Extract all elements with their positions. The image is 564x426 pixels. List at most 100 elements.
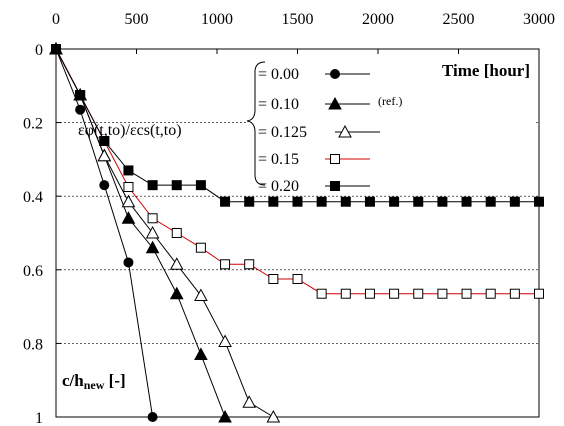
legend-marker-0 <box>330 69 340 79</box>
series-3-point-9 <box>268 274 279 284</box>
legend-background <box>246 54 534 192</box>
series-2-point-7 <box>218 334 232 348</box>
series-2-point-9 <box>266 409 281 423</box>
series-4-point-17 <box>461 196 472 207</box>
series-0 <box>51 44 158 422</box>
series-4-point-8 <box>244 196 255 207</box>
series-0-point-3 <box>123 257 134 268</box>
series-4-point-18 <box>485 196 496 207</box>
legend-ref-note: (ref.) <box>378 94 402 108</box>
x-axis: 0 500 1000 1500 2000 2500 3000 <box>52 11 555 54</box>
series-4-point-19 <box>509 196 520 207</box>
series-3-point-17 <box>461 288 472 299</box>
y-axis-label-sub: new <box>84 378 105 392</box>
series-4-point-3 <box>123 165 134 176</box>
series-4-point-9 <box>268 196 279 207</box>
series-4-point-1 <box>75 90 86 100</box>
series-4-point-15 <box>413 196 424 207</box>
series-3-point-15 <box>413 288 424 299</box>
series-3-point-19 <box>509 288 520 299</box>
series-4-point-20 <box>534 196 544 207</box>
y-axis-label-unit: [-] <box>104 371 125 390</box>
series-3-point-11 <box>316 288 327 299</box>
y-tick-label-3: 0.6 <box>23 263 43 280</box>
legend-label-0: = 0.00 <box>258 66 299 83</box>
series-line-0 <box>55 48 154 418</box>
y-tick-label-4: 0.8 <box>23 336 43 353</box>
series-3-point-10 <box>292 274 303 284</box>
series-4-point-12 <box>340 196 351 207</box>
series-4-point-0 <box>51 44 61 54</box>
legend-label-1: = 0.10 <box>258 96 299 113</box>
series-line-1 <box>55 48 226 418</box>
y-tick-label-1: 0.2 <box>23 116 43 133</box>
y-axis-label-main: c/h <box>62 371 84 390</box>
series-3-point-8 <box>244 259 255 270</box>
series-3-point-12 <box>340 288 351 299</box>
legend-marker-4 <box>330 181 340 191</box>
series-3-point-5 <box>171 228 182 238</box>
series-1-point-5 <box>169 286 184 300</box>
legend-marker-1 <box>328 96 342 110</box>
series-2-point-8 <box>242 395 257 408</box>
x-tick-label-5: 2500 <box>443 11 475 28</box>
series-3-point-6 <box>195 242 206 253</box>
series-layer <box>49 41 544 423</box>
legend-label-2: = 0.125 <box>258 124 307 141</box>
series-4-point-11 <box>316 196 327 207</box>
x-axis-label: Time [hour] <box>442 61 530 80</box>
series-4-point-16 <box>437 196 448 207</box>
series-0-point-1 <box>75 104 86 115</box>
y-tick-label-0: 0 <box>35 42 43 59</box>
series-3-point-16 <box>437 288 448 299</box>
series-2-point-3 <box>121 194 136 208</box>
series-2-point-2 <box>97 148 112 162</box>
series-1-point-7 <box>218 409 232 423</box>
series-4-point-5 <box>171 180 182 191</box>
series-4-point-13 <box>364 196 375 207</box>
legend-entries: = 0.00 = 0.10 = 0.125 = 0.15 = 0.20 <box>258 66 380 195</box>
x-tick-label-2: 1000 <box>201 11 233 28</box>
series-3-point-13 <box>364 288 375 299</box>
legend-label-4: = 0.20 <box>258 178 299 195</box>
series-4-point-10 <box>292 196 303 207</box>
series-line-2 <box>55 48 274 418</box>
series-1-point-4 <box>145 240 160 254</box>
y-tick-label-5: 1 <box>35 410 43 426</box>
series-0-point-2 <box>99 180 110 191</box>
series-3-point-14 <box>389 288 400 299</box>
series-4 <box>51 44 544 207</box>
series-1-point-6 <box>194 347 208 360</box>
series-1-point-3 <box>121 211 136 224</box>
x-tick-label-3: 1500 <box>282 11 314 28</box>
series-3-point-4 <box>147 213 158 224</box>
legend-marker-3 <box>330 154 340 164</box>
legend-marker-2 <box>338 124 352 138</box>
series-4-point-6 <box>195 180 206 191</box>
series-4-point-4 <box>147 180 158 191</box>
series-4-point-7 <box>220 196 231 207</box>
legend: Time [hour] εφ(t,to)/εcs(t,to) (ref.) = … <box>78 54 534 195</box>
y-axis: 0 0.2 0.4 0.6 0.8 1 <box>23 42 61 426</box>
x-tick-label-6: 3000 <box>523 11 555 28</box>
legend-label-3: = 0.15 <box>258 151 299 168</box>
x-tick-label-0: 0 <box>52 11 60 28</box>
series-2-point-5 <box>169 257 184 270</box>
series-3-point-7 <box>220 259 231 270</box>
series-4-point-14 <box>389 196 400 207</box>
series-3-point-20 <box>534 288 544 299</box>
series-2-point-4 <box>145 225 160 239</box>
y-tick-label-2: 0.4 <box>23 189 43 206</box>
series-4-point-2 <box>99 136 110 146</box>
y-axis-label: c/hnew [-] <box>62 371 126 392</box>
legend-ratio-label: εφ(t,to)/εcs(t,to) <box>78 122 182 139</box>
series-0-point-4 <box>147 412 158 422</box>
series-3-point-18 <box>485 288 496 299</box>
series-3 <box>51 44 544 299</box>
series-3-point-3 <box>123 182 134 192</box>
x-tick-label-4: 2000 <box>362 11 394 28</box>
legend-brace <box>246 61 266 186</box>
x-tick-label-1: 500 <box>125 11 149 28</box>
series-2-point-6 <box>194 288 208 302</box>
